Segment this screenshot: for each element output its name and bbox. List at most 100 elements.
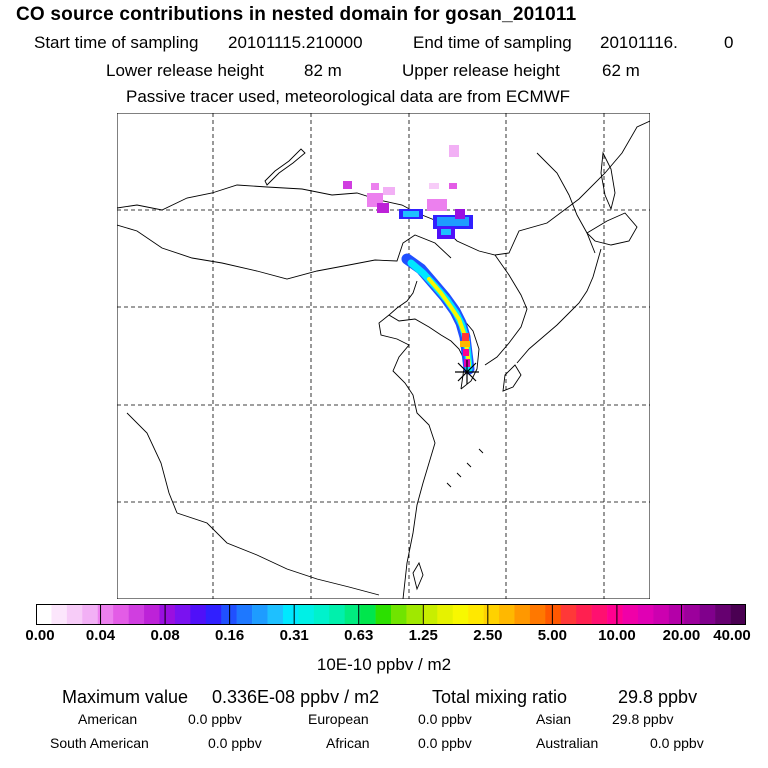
region-name: Asian bbox=[536, 711, 572, 727]
color-scale-cell bbox=[637, 604, 654, 625]
upper-height-value: 62 m bbox=[602, 61, 640, 80]
plume-contributions bbox=[343, 145, 475, 375]
color-scale-cell bbox=[159, 604, 176, 625]
map-panel bbox=[117, 113, 650, 599]
color-scale-tick-label: 0.63 bbox=[344, 627, 374, 644]
color-scale-cell bbox=[205, 604, 222, 625]
color-scale-tick-label: 2.50 bbox=[473, 627, 503, 644]
tracer-note: Passive tracer used, meteorological data… bbox=[126, 87, 571, 106]
region-name: European bbox=[308, 711, 369, 727]
color-scale-cell bbox=[622, 604, 639, 625]
color-scale-cell bbox=[699, 604, 716, 625]
region-value: 29.8 ppbv bbox=[612, 711, 674, 727]
region-value: 0.0 ppbv bbox=[418, 735, 472, 751]
color-scale-unit: 10E-10 ppbv / m2 bbox=[316, 655, 452, 674]
color-scale-cell bbox=[483, 604, 500, 625]
region-name: African bbox=[326, 735, 370, 751]
plot-title: CO source contributions in nested domain… bbox=[16, 4, 577, 25]
color-scale-cell bbox=[607, 604, 623, 625]
plume-cell bbox=[449, 183, 457, 189]
color-scale-cell bbox=[529, 604, 546, 625]
color-scale-cell bbox=[236, 604, 253, 625]
color-scale-tick-label: 40.00 bbox=[713, 627, 751, 644]
start-time-value: 20101115.210000 bbox=[228, 33, 363, 52]
color-scale-tick-label: 0.08 bbox=[150, 627, 180, 644]
color-scale-cell bbox=[668, 604, 685, 625]
plume-cell bbox=[403, 211, 419, 217]
color-scale-cell bbox=[252, 604, 268, 625]
region-name: Australian bbox=[536, 735, 599, 751]
total-mixing-label: Total mixing ratio bbox=[432, 687, 568, 707]
plume-cell bbox=[460, 341, 470, 347]
end-time-label: End time of sampling bbox=[413, 33, 572, 52]
plume-cell bbox=[441, 229, 451, 235]
color-scale-cell bbox=[653, 604, 670, 625]
max-value: 0.336E-08 ppbv / m2 bbox=[212, 687, 380, 707]
total-mixing-value: 29.8 ppbv bbox=[618, 687, 698, 707]
plume-cell bbox=[377, 203, 389, 213]
color-scale-cell bbox=[329, 604, 345, 625]
color-scale-cell bbox=[267, 604, 284, 625]
plume-cell bbox=[449, 145, 459, 157]
region-value: 0.0 ppbv bbox=[418, 711, 472, 727]
plume-cell bbox=[343, 181, 352, 189]
end-time-tail: 0 bbox=[724, 33, 734, 52]
color-scale-cell bbox=[298, 604, 315, 625]
max-value-label: Maximum value bbox=[62, 687, 189, 707]
color-scale-cell bbox=[499, 604, 515, 625]
color-scale-cell bbox=[468, 604, 484, 625]
color-scale-tick-label: 0.16 bbox=[215, 627, 245, 644]
color-scale-cell bbox=[313, 604, 330, 625]
color-scale bbox=[36, 604, 746, 625]
plume-cell bbox=[371, 183, 379, 190]
map-frame bbox=[117, 113, 650, 599]
color-scale-tick-label: 0.04 bbox=[85, 627, 116, 644]
color-scale-cell bbox=[406, 604, 423, 625]
plume-cell bbox=[383, 187, 395, 195]
color-scale-cell bbox=[684, 604, 700, 625]
color-scale-cell bbox=[128, 604, 145, 625]
region-value: 0.0 ppbv bbox=[650, 735, 704, 751]
color-scale-cell bbox=[452, 604, 469, 625]
color-scale-cell bbox=[360, 604, 376, 625]
plume-cell bbox=[462, 333, 469, 342]
color-scale-frame bbox=[36, 604, 746, 625]
color-scale-cell bbox=[113, 604, 129, 625]
color-scale-cell bbox=[730, 604, 746, 625]
color-scale-cell bbox=[36, 604, 52, 625]
color-scale-cell bbox=[97, 604, 114, 625]
color-scale-tick-label: 0.00 bbox=[25, 627, 55, 644]
color-scale-cell bbox=[437, 604, 454, 625]
lower-height-label: Lower release height bbox=[106, 61, 264, 80]
color-scale-cell bbox=[391, 604, 407, 625]
color-scale-cell bbox=[190, 604, 207, 625]
color-scale-tick-label: 10.00 bbox=[598, 627, 636, 644]
color-scale-cell bbox=[144, 604, 160, 625]
region-name: American bbox=[78, 711, 138, 727]
color-scale-cell bbox=[576, 604, 592, 625]
region-value: 0.0 ppbv bbox=[188, 711, 242, 727]
color-scale-tick-label: 0.31 bbox=[279, 627, 309, 644]
color-scale-cell bbox=[715, 604, 731, 625]
plume-cell bbox=[437, 217, 469, 226]
color-scale-tick-label: 1.25 bbox=[408, 627, 438, 644]
color-scale-cell bbox=[421, 604, 438, 625]
color-scale-cell bbox=[514, 604, 531, 625]
color-scale-cell bbox=[221, 604, 237, 625]
color-scale-cell bbox=[82, 604, 99, 625]
color-scale-cell bbox=[560, 604, 577, 625]
color-scale-cell bbox=[344, 604, 361, 625]
color-scale-cell bbox=[174, 604, 191, 625]
color-scale-tick-label: 20.00 bbox=[662, 627, 701, 644]
receptor-star-icon bbox=[455, 360, 479, 384]
color-scale-cell bbox=[375, 604, 392, 625]
region-name: South American bbox=[50, 735, 149, 751]
color-scale-cell bbox=[591, 604, 608, 625]
region-value: 0.0 ppbv bbox=[208, 735, 262, 751]
color-scale-tick-label: 5.00 bbox=[537, 627, 567, 644]
end-time-value: 20101116. bbox=[600, 33, 678, 52]
color-scale-cell bbox=[51, 604, 68, 625]
start-time-label: Start time of sampling bbox=[34, 33, 199, 52]
plume-cell bbox=[429, 183, 439, 189]
plume-cell bbox=[427, 199, 447, 211]
